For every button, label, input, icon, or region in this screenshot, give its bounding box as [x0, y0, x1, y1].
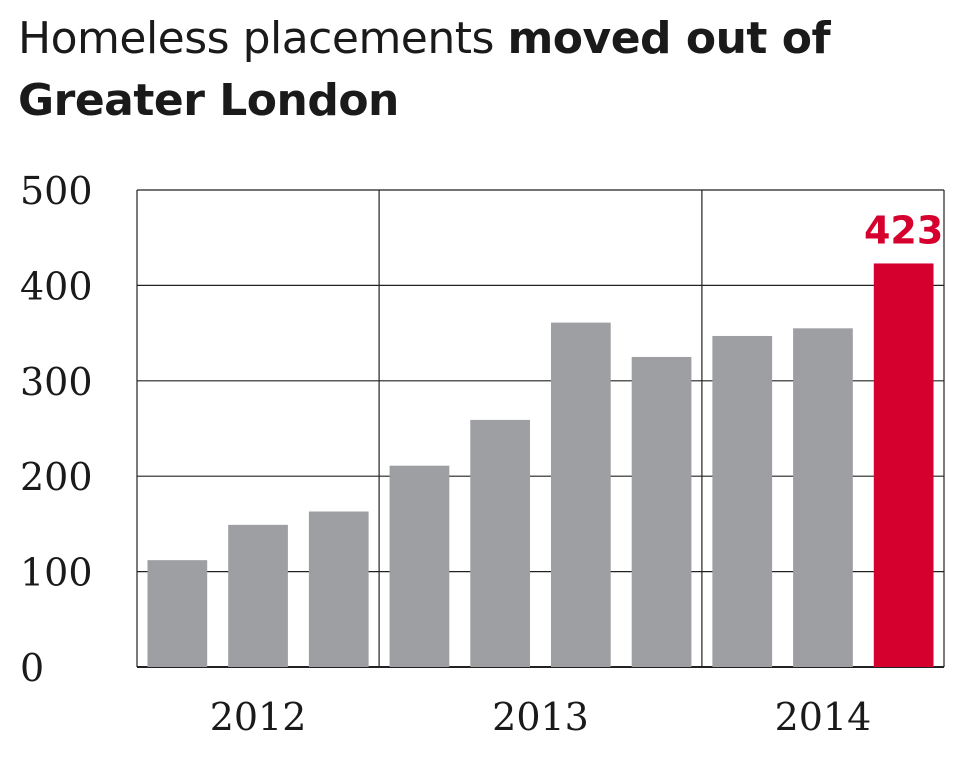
x-year-label-2013: 2013: [492, 695, 589, 739]
chart-title-bold: moved out of Greater London: [18, 13, 831, 126]
y-tick-label-100: 100: [20, 551, 93, 595]
chart-title: Homeless placements moved out of Greater…: [18, 8, 958, 132]
y-tick-label-500: 500: [20, 169, 93, 213]
bar-6: [631, 356, 692, 667]
y-axis-ticks: 0 100 200 300 400 500: [20, 169, 93, 690]
y-tick-label-200: 200: [20, 455, 93, 499]
y-tick-label-0: 0: [20, 646, 44, 690]
bar-0: [147, 560, 208, 667]
bar-4: [470, 419, 531, 667]
y-tick-label-400: 400: [20, 264, 93, 308]
bar-3: [389, 465, 450, 667]
x-year-label-2012: 2012: [210, 695, 307, 739]
x-year-label-2014: 2014: [775, 695, 872, 739]
data-label-highlight: 423: [864, 208, 943, 252]
bar-7: [712, 335, 773, 667]
y-tick-label-300: 300: [20, 360, 93, 404]
bar-8: [793, 328, 853, 667]
bar-1: [228, 524, 288, 667]
bar-highlight: [873, 263, 934, 667]
bar-5: [550, 322, 611, 667]
chart-title-regular: Homeless placements: [18, 13, 508, 64]
bar-2: [308, 511, 369, 667]
bars: [147, 263, 934, 667]
year-labels: 2012 2013 2014: [210, 695, 872, 739]
data-labels: 423: [864, 208, 943, 252]
